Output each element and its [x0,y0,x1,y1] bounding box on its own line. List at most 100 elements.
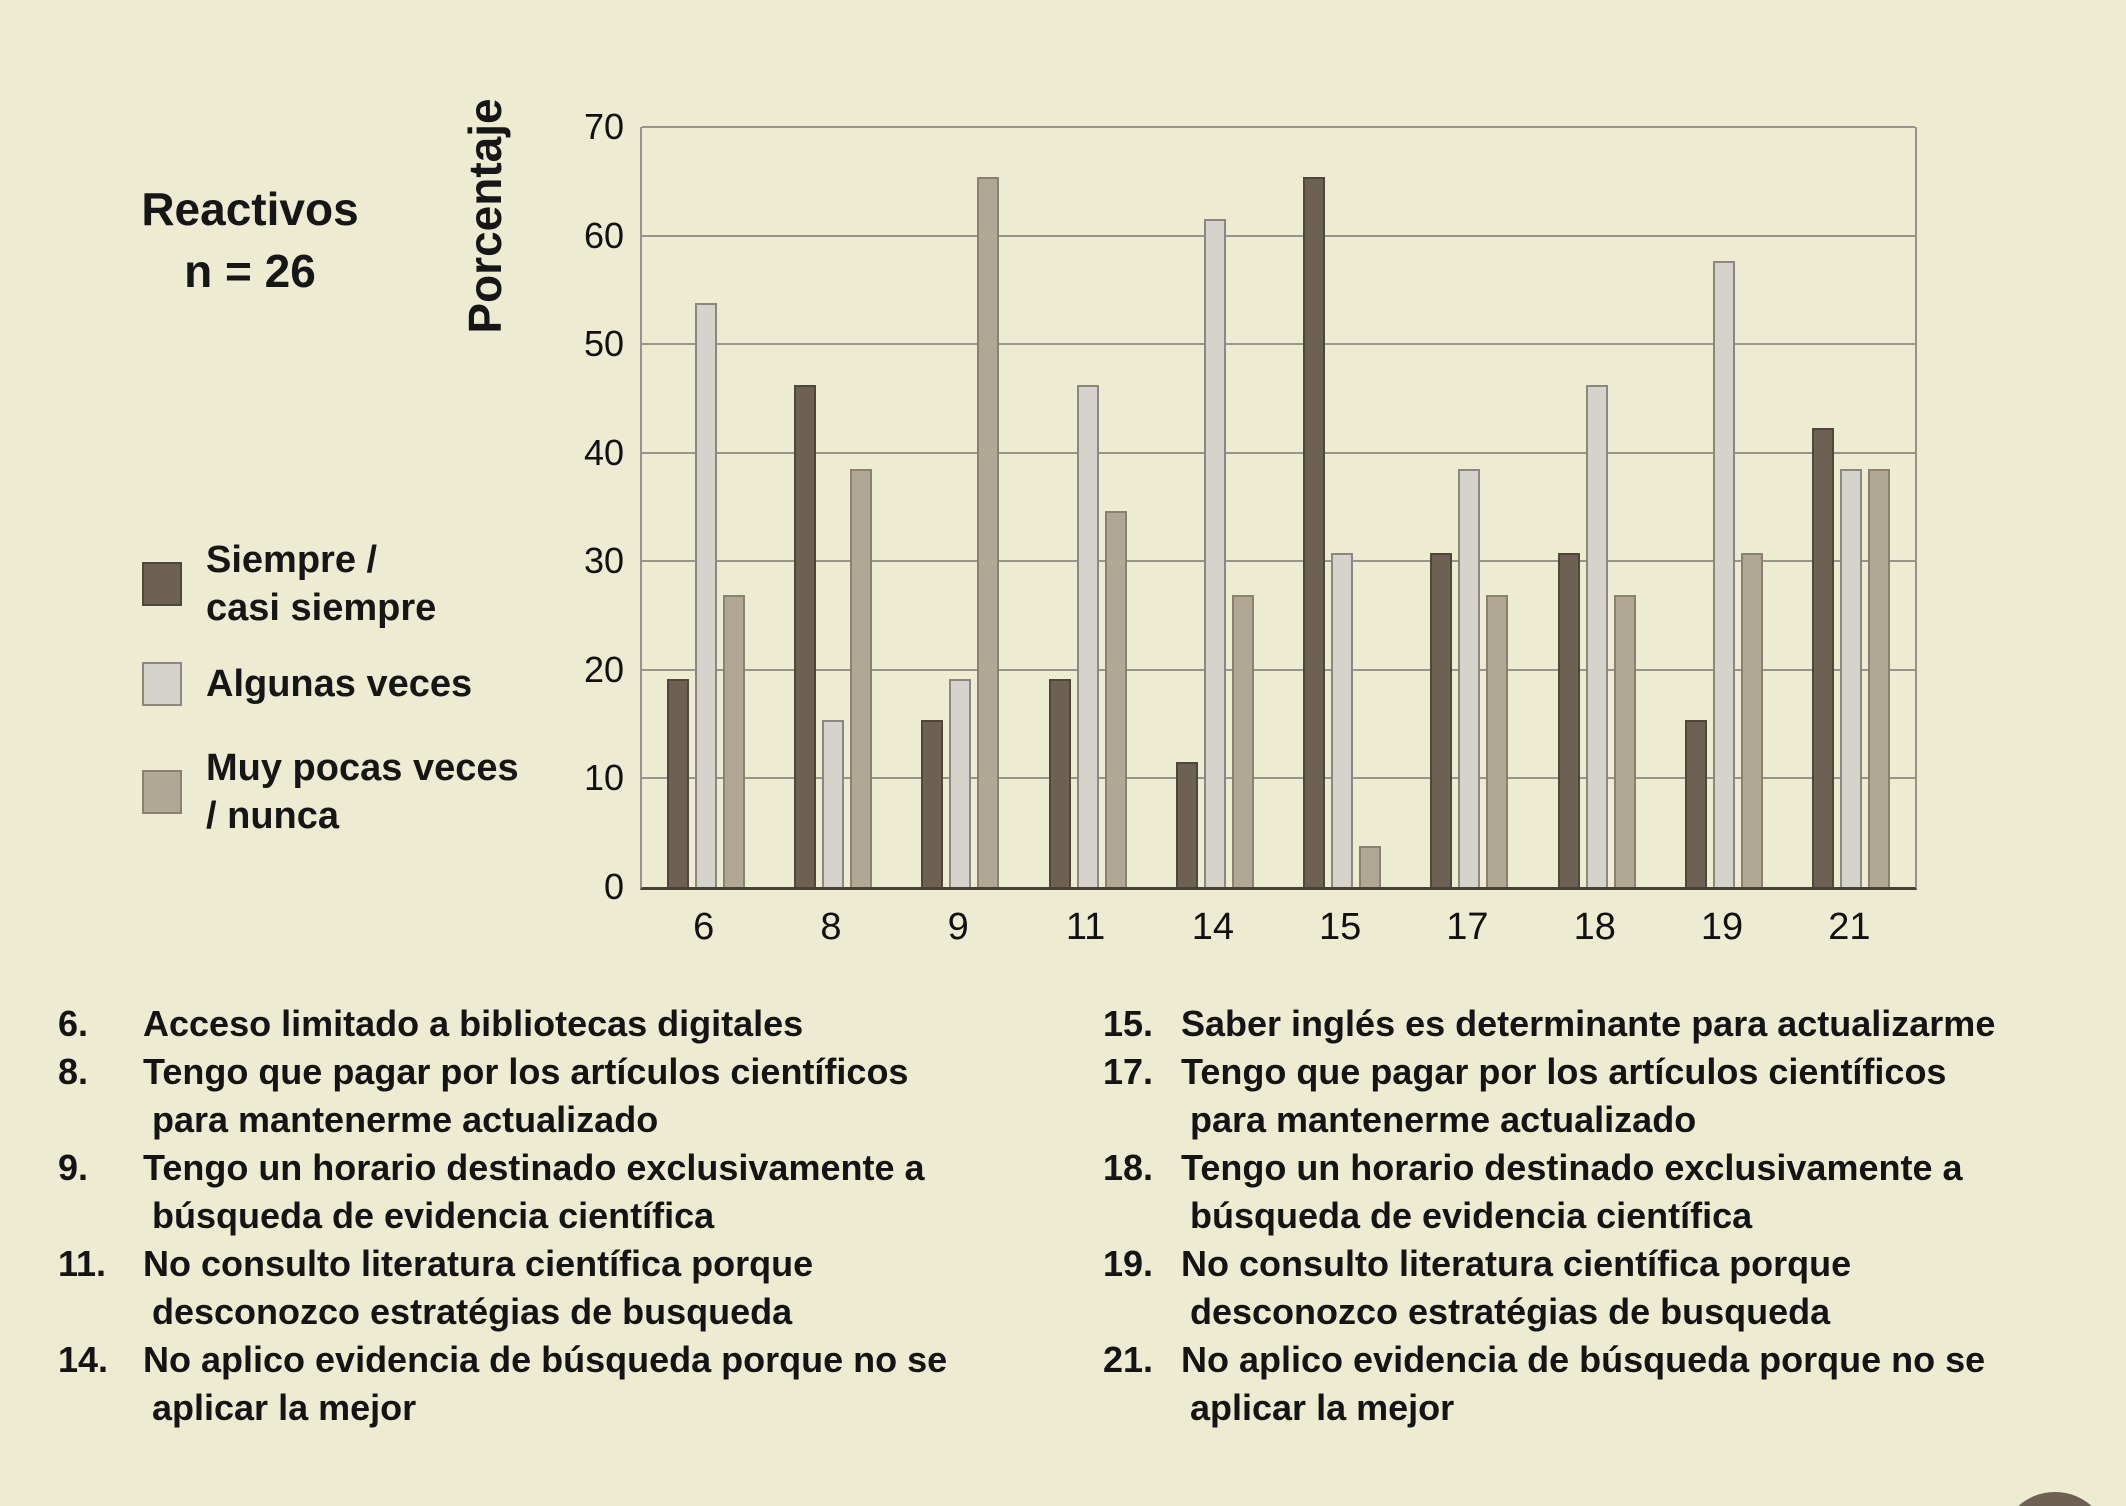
bar-cat9-series3 [977,176,1000,887]
bar-cat14-series1 [1175,762,1198,887]
footnote-item-11: 11. No consulto literatura científica por… [58,1240,1068,1336]
bar-group-8 [769,127,896,887]
footnote-number: 17. [1103,1051,1154,1092]
footnote-number: 6. [58,1003,89,1044]
bar-cat9-series1 [921,719,944,887]
footnote-number: 19. [1103,1243,1154,1284]
gridline-10 [642,777,1915,780]
bar-cat15-series1 [1303,176,1326,887]
bar-cat14-series3 [1231,594,1254,887]
footnote-item-21: 21. No aplico evidencia de búsqueda porqu… [1103,1336,2113,1432]
bar-cat19-series1 [1685,719,1708,887]
bar-group-19 [1660,127,1787,887]
bar-cat11-series1 [1048,678,1071,887]
bar-cat17-series3 [1486,594,1509,887]
bar-group-11 [1024,127,1151,887]
bar-cat11-series3 [1104,511,1127,887]
x-tick-label-8: 8 [820,906,842,948]
legend-swatch-2 [142,662,182,706]
bar-group-17 [1406,127,1533,887]
y-tick-label-70: 70 [583,106,624,147]
gridline-20 [642,668,1915,671]
bar-group-21 [1788,127,1915,887]
footnote-number: 14. [58,1339,109,1380]
footnote-text: Tengo un horario destinado exclusivament… [143,1147,925,1236]
x-tick-label-18: 18 [1573,906,1616,948]
footnote-number: 11. [58,1243,107,1284]
legend-label-2: Algunas veces [206,663,473,705]
footnote-item-8: 8. Tengo que pagar por los artículos cien… [58,1048,1068,1144]
footnote-column-right: 15. Saber inglés es determinante para act… [1103,1000,2113,1432]
gridline-40 [642,451,1915,454]
footnote-item-17: 17. Tengo que pagar por los artículos cie… [1103,1048,2113,1144]
bar-cat19-series3 [1741,552,1764,887]
y-tick-label-0: 0 [603,866,624,907]
y-tick-label-20: 20 [583,648,624,690]
bar-group-6 [642,127,769,887]
bar-cat17-series1 [1430,552,1453,887]
x-tick-label-6: 6 [693,906,715,948]
bar-cat21-series3 [1868,469,1891,887]
footnote-item-9: 9. Tengo un horario destinado exclusivame… [58,1144,1068,1240]
footnote-number: 8. [58,1051,89,1092]
footnote-number: 15. [1103,1003,1154,1044]
bar-cat8-series1 [793,385,816,887]
footnote-text: Tengo que pagar por los artículos cientí… [1181,1051,1947,1140]
legend-label-1: Siempre / casi siempre [206,539,437,629]
bar-cat17-series2 [1458,469,1481,887]
gridline-30 [642,560,1915,563]
footnote-text: No aplico evidencia de búsqueda porque n… [143,1339,948,1428]
bar-group-9 [897,127,1024,887]
figure-title-line2: n = 26 [184,245,316,297]
x-tick-label-17: 17 [1446,906,1489,948]
bar-cat6-series3 [722,594,745,887]
bar-group-14 [1151,127,1278,887]
bar-cat15-series2 [1331,552,1354,887]
bar-cat21-series2 [1840,469,1863,887]
bar-cat11-series2 [1076,385,1099,887]
bar-cat18-series3 [1613,594,1636,887]
footnote-text: Tengo un horario destinado exclusivament… [1181,1147,1963,1236]
bar-cat18-series1 [1557,552,1580,887]
footnote-text: No aplico evidencia de búsqueda porque n… [1181,1339,1986,1428]
bar-cat15-series3 [1359,845,1382,887]
footnote-number: 9. [58,1147,89,1188]
bar-group-18 [1533,127,1660,887]
bar-cat8-series2 [821,719,844,887]
legend-swatch-3 [142,770,182,814]
bar-cat6-series2 [694,302,717,887]
legend-item-2: Algunas veces [142,660,472,708]
bar-cat21-series1 [1812,427,1835,887]
legend-item-3: Muy pocas veces / nunca [142,744,519,840]
x-tick-label-11: 11 [1065,906,1106,948]
bar-cat19-series2 [1713,260,1736,887]
y-tick-label-60: 60 [583,214,624,256]
figure-title: Reactivos n = 26 [55,178,445,302]
gridline-60 [642,234,1915,237]
bar-cat18-series2 [1585,385,1608,887]
x-tick-label-21: 21 [1828,906,1871,948]
figure-title-line1: Reactivos [141,183,359,235]
plot-area [640,126,1917,890]
legend-item-1: Siempre / casi siempre [142,536,436,632]
footnote-text: Saber inglés es determinante para actual… [1181,1003,1996,1044]
legend-swatch-1 [142,562,182,606]
bar-cat9-series2 [949,678,972,887]
footnote-text: Acceso limitado a bibliotecas digitales [143,1003,804,1044]
footnote-text: Tengo que pagar por los artículos cientí… [143,1051,909,1140]
footnote-item-14: 14. No aplico evidencia de búsqueda porqu… [58,1336,1068,1432]
footnote-item-18: 18. Tengo un horario destinado exclusivam… [1103,1144,2113,1240]
gridline-70 [642,126,1915,128]
x-tick-label-15: 15 [1319,906,1362,948]
y-tick-label-40: 40 [583,431,624,473]
x-tick-label-19: 19 [1700,906,1744,948]
footnote-item-6: 6. Acceso limitado a bibliotecas digitale… [58,1000,1068,1048]
x-tick-label-14: 14 [1191,906,1234,948]
bar-group-15 [1279,127,1406,887]
bar-cat6-series1 [666,678,689,887]
y-tick-label-10: 10 [583,757,624,799]
footnote-number: 18. [1103,1147,1154,1188]
footnote-text: No consulto literatura científica porque… [143,1243,814,1332]
gridline-50 [642,343,1915,346]
